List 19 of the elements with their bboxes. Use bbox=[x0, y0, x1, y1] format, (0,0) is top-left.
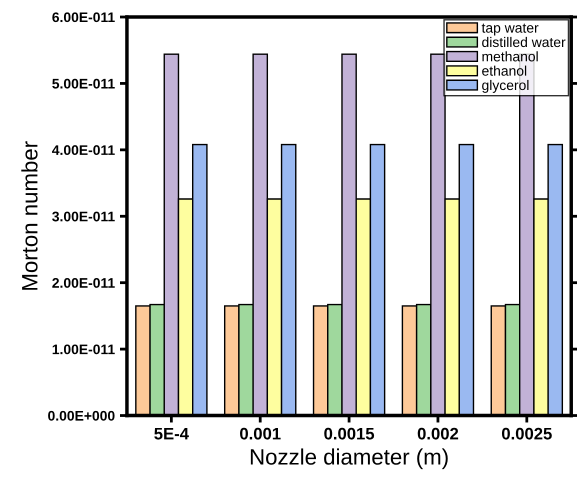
x-tick-label: 0.0015 bbox=[324, 428, 374, 440]
legend-label: tap water bbox=[482, 24, 538, 36]
y-tick-label: 6.00E-011 bbox=[52, 12, 115, 22]
y-tick-label: 4.00E-011 bbox=[52, 145, 115, 156]
x-tick-label: 0.001 bbox=[240, 428, 281, 440]
y-tick-label: 0.00E+000 bbox=[48, 410, 115, 421]
legend-label: glycerol bbox=[482, 80, 528, 93]
x-tick-label: 0.0025 bbox=[502, 428, 552, 440]
y-tick-label: 1.00E-011 bbox=[52, 344, 115, 354]
y-axis-title: Morton number bbox=[21, 141, 38, 290]
y-tick-label: 3.00E-011 bbox=[52, 212, 115, 222]
y-tick-label: 5.00E-011 bbox=[52, 78, 115, 89]
x-axis-title: Nozzle diameter (m) bbox=[250, 448, 448, 470]
x-tick-label: 5E-4 bbox=[154, 428, 189, 440]
legend-label: methanol bbox=[482, 51, 538, 62]
legend-label: ethanol bbox=[482, 66, 526, 76]
x-tick-label: 0.002 bbox=[418, 428, 458, 440]
legend-label: distilled water bbox=[482, 36, 566, 48]
y-tick-label: 2.00E-011 bbox=[52, 278, 115, 288]
